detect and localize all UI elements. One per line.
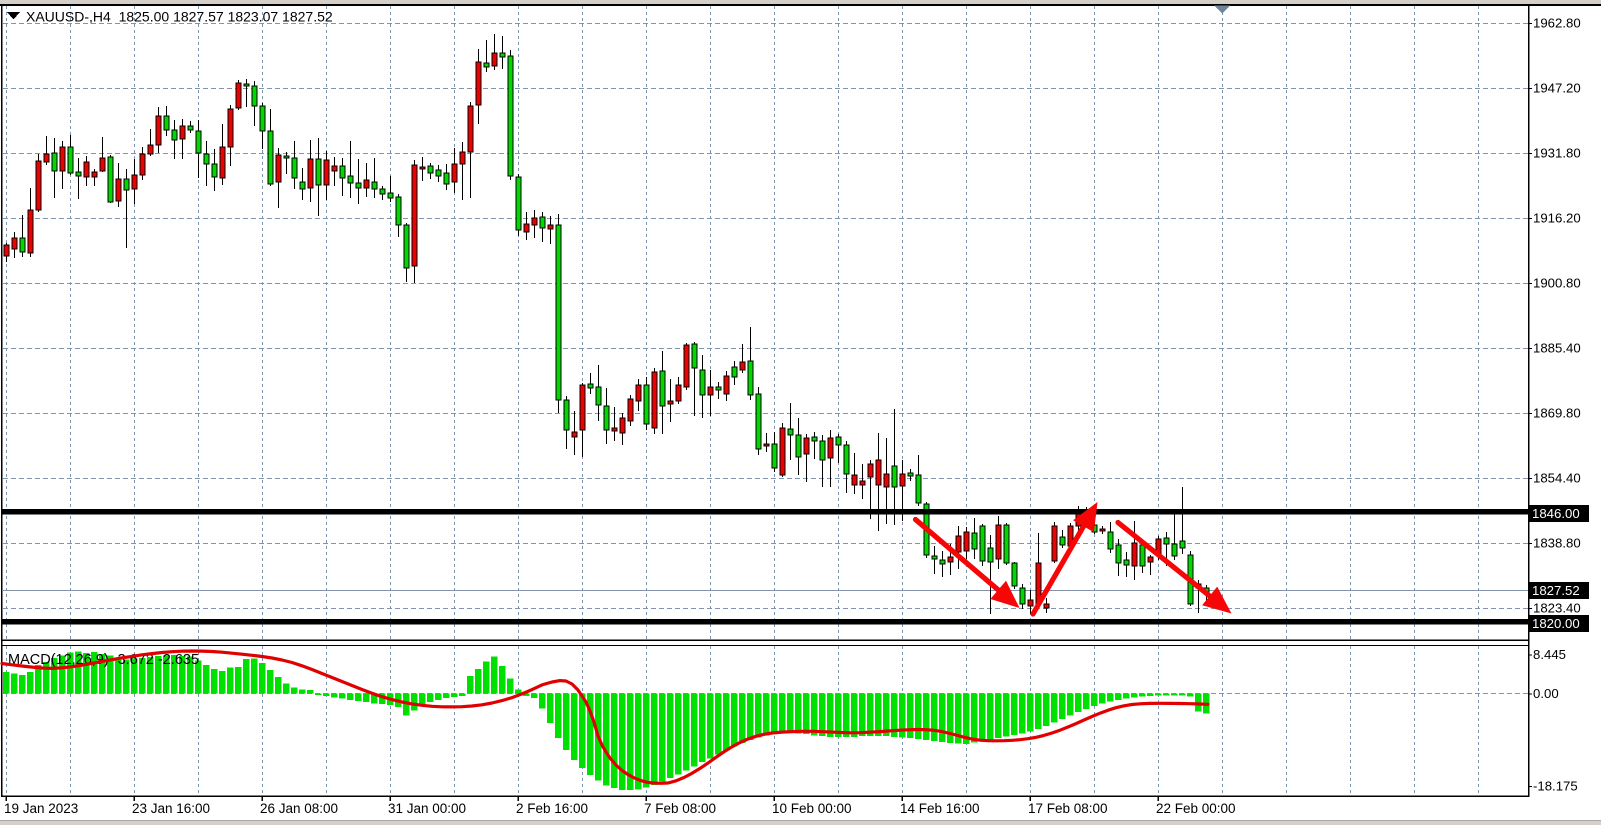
svg-text:19 Jan 2023: 19 Jan 2023: [4, 801, 78, 816]
svg-text:1854.40: 1854.40: [1533, 471, 1581, 486]
svg-text:1838.80: 1838.80: [1533, 536, 1581, 551]
svg-text:14 Feb 16:00: 14 Feb 16:00: [900, 801, 980, 816]
svg-text:1900.80: 1900.80: [1533, 276, 1581, 291]
svg-text:2 Feb 16:00: 2 Feb 16:00: [516, 801, 588, 816]
svg-text:1931.80: 1931.80: [1533, 146, 1581, 161]
svg-text:1823.40: 1823.40: [1533, 601, 1581, 616]
svg-text:1947.20: 1947.20: [1533, 81, 1581, 96]
svg-text:31 Jan 00:00: 31 Jan 00:00: [388, 801, 466, 816]
svg-text:1885.40: 1885.40: [1533, 341, 1581, 356]
svg-text:1916.20: 1916.20: [1533, 211, 1581, 226]
svg-text:0.00: 0.00: [1533, 686, 1559, 701]
svg-text:26 Jan 08:00: 26 Jan 08:00: [260, 801, 338, 816]
svg-text:23 Jan 16:00: 23 Jan 16:00: [132, 801, 210, 816]
svg-text:17 Feb 08:00: 17 Feb 08:00: [1028, 801, 1108, 816]
svg-text:XAUUSD-,H4 1825.00 1827.57 18: XAUUSD-,H4 1825.00 1827.57 1823.07 1827.…: [26, 9, 333, 25]
svg-text:22 Feb 00:00: 22 Feb 00:00: [1156, 801, 1236, 816]
svg-text:1820.00: 1820.00: [1532, 616, 1580, 631]
svg-text:1869.80: 1869.80: [1533, 406, 1581, 421]
svg-text:8.445: 8.445: [1533, 647, 1566, 662]
svg-text:-18.175: -18.175: [1533, 779, 1578, 794]
svg-text:10 Feb 00:00: 10 Feb 00:00: [772, 801, 852, 816]
svg-text:7 Feb 08:00: 7 Feb 08:00: [644, 801, 716, 816]
svg-text:1827.52: 1827.52: [1532, 583, 1580, 598]
svg-text:1962.80: 1962.80: [1533, 16, 1581, 31]
svg-text:1846.00: 1846.00: [1532, 506, 1580, 521]
